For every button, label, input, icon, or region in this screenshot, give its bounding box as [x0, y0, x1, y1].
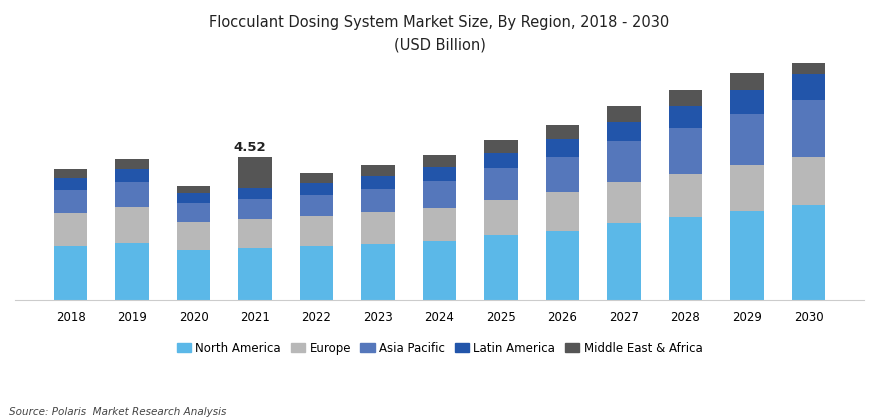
Bar [361, 189, 394, 212]
Bar [115, 207, 148, 243]
Bar [238, 199, 271, 219]
Bar [484, 200, 517, 235]
Bar [607, 141, 640, 182]
Bar [730, 211, 763, 300]
Bar [422, 181, 456, 207]
Bar [791, 74, 824, 100]
Bar [54, 169, 87, 178]
Bar [361, 212, 394, 244]
Bar [176, 204, 210, 222]
Bar [668, 106, 702, 128]
Bar [668, 90, 702, 106]
Bar [545, 192, 579, 230]
Bar [361, 176, 394, 189]
Bar [361, 165, 394, 176]
Bar [299, 173, 333, 183]
Bar [422, 167, 456, 181]
Bar [422, 207, 456, 241]
Bar [484, 153, 517, 168]
Bar [484, 140, 517, 153]
Bar [545, 139, 579, 157]
Bar [791, 205, 824, 300]
Bar [607, 223, 640, 300]
Bar [54, 178, 87, 190]
Bar [730, 72, 763, 90]
Bar [545, 157, 579, 192]
Bar [176, 193, 210, 204]
Bar [545, 230, 579, 300]
Bar [115, 243, 148, 300]
Bar [484, 168, 517, 200]
Bar [668, 174, 702, 217]
Bar [176, 250, 210, 300]
Bar [361, 244, 394, 300]
Bar [791, 55, 824, 74]
Text: Source: Polaris  Market Research Analysis: Source: Polaris Market Research Analysis [9, 407, 226, 417]
Bar [115, 158, 148, 169]
Bar [238, 248, 271, 300]
Bar [730, 114, 763, 165]
Bar [607, 122, 640, 141]
Bar [791, 157, 824, 205]
Bar [668, 217, 702, 300]
Bar [791, 100, 824, 157]
Bar [299, 246, 333, 300]
Bar [54, 246, 87, 300]
Legend: North America, Europe, Asia Pacific, Latin America, Middle East & Africa: North America, Europe, Asia Pacific, Lat… [172, 337, 706, 360]
Bar [54, 212, 87, 246]
Bar [176, 222, 210, 250]
Bar [238, 157, 271, 188]
Bar [299, 194, 333, 216]
Bar [668, 128, 702, 174]
Bar [422, 241, 456, 300]
Bar [422, 155, 456, 167]
Title: Flocculant Dosing System Market Size, By Region, 2018 - 2030
(USD Billion): Flocculant Dosing System Market Size, By… [209, 15, 669, 52]
Bar [607, 106, 640, 122]
Bar [115, 182, 148, 207]
Bar [545, 125, 579, 139]
Bar [607, 182, 640, 223]
Bar [54, 190, 87, 212]
Bar [484, 235, 517, 300]
Bar [299, 183, 333, 194]
Bar [238, 188, 271, 199]
Bar [238, 219, 271, 248]
Bar [115, 169, 148, 182]
Bar [730, 165, 763, 211]
Bar [176, 186, 210, 193]
Bar [299, 216, 333, 246]
Bar [730, 90, 763, 114]
Text: 4.52: 4.52 [234, 141, 266, 154]
